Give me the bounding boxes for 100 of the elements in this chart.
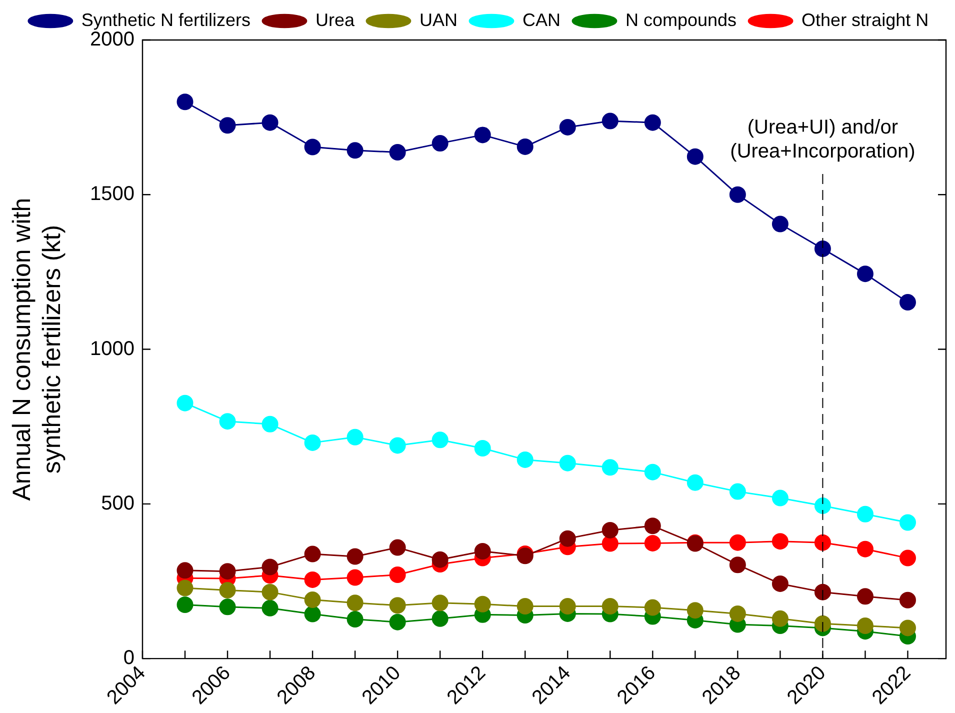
point xyxy=(304,606,321,622)
point xyxy=(432,610,448,627)
point xyxy=(644,599,661,616)
point xyxy=(474,440,491,457)
point xyxy=(772,575,788,592)
point xyxy=(176,580,194,596)
point xyxy=(856,588,874,605)
point xyxy=(346,428,364,446)
y-tick-label: 1000 xyxy=(90,338,134,360)
point xyxy=(559,454,576,472)
point xyxy=(262,600,278,616)
point xyxy=(644,464,661,480)
point xyxy=(814,240,831,258)
point xyxy=(729,186,746,203)
point xyxy=(772,490,788,506)
point xyxy=(516,598,534,615)
point xyxy=(686,148,704,165)
legend-label: Synthetic N fertilizers xyxy=(81,10,250,30)
point xyxy=(219,413,236,430)
point xyxy=(176,394,194,412)
point xyxy=(644,114,661,131)
point xyxy=(559,598,576,615)
point xyxy=(899,294,916,311)
point xyxy=(219,563,236,580)
point xyxy=(899,620,916,636)
y-tick-label: 2000 xyxy=(90,28,134,51)
point xyxy=(814,498,831,514)
point xyxy=(772,533,788,550)
point xyxy=(262,416,278,432)
point xyxy=(389,437,406,454)
y-tick-label: 500 xyxy=(101,492,134,514)
point xyxy=(856,506,874,522)
point xyxy=(899,550,916,566)
point xyxy=(644,534,661,552)
point xyxy=(729,483,746,500)
point xyxy=(219,598,236,616)
y-tick-label: 0 xyxy=(123,647,134,670)
point xyxy=(516,138,534,155)
point xyxy=(176,94,194,110)
point xyxy=(686,474,704,491)
point xyxy=(856,540,874,558)
point xyxy=(729,534,746,551)
point xyxy=(176,562,194,579)
point xyxy=(346,611,364,628)
point xyxy=(432,551,448,568)
point xyxy=(432,135,448,152)
point xyxy=(219,582,236,598)
point xyxy=(432,432,448,448)
point xyxy=(814,584,831,600)
legend-label: UAN xyxy=(419,10,458,30)
point xyxy=(474,126,491,144)
point xyxy=(814,615,831,632)
point xyxy=(262,114,278,131)
point xyxy=(389,539,406,556)
point xyxy=(389,144,406,161)
point xyxy=(602,459,618,476)
point xyxy=(729,556,746,574)
point xyxy=(772,216,788,232)
point xyxy=(176,596,194,614)
point xyxy=(262,584,278,600)
point xyxy=(899,514,916,531)
point xyxy=(346,569,364,586)
point xyxy=(899,592,916,608)
point xyxy=(346,548,364,565)
point xyxy=(602,522,618,538)
point xyxy=(686,602,704,619)
point xyxy=(474,542,491,560)
point xyxy=(346,594,364,612)
point xyxy=(304,592,321,608)
point xyxy=(772,610,788,627)
point xyxy=(516,451,534,468)
point xyxy=(262,558,278,576)
point xyxy=(346,142,364,159)
legend-label: Other straight N xyxy=(802,10,929,30)
point xyxy=(304,571,321,588)
legend-label: CAN xyxy=(522,10,560,30)
y-axis-title: Annual N consumption with synthetic fertilizers (kt) xyxy=(8,198,66,501)
point xyxy=(559,118,576,136)
point xyxy=(644,518,661,534)
point xyxy=(856,266,874,282)
point xyxy=(389,614,406,630)
point xyxy=(219,117,236,134)
point xyxy=(304,138,321,156)
point xyxy=(856,618,874,634)
y-tick-label: 1500 xyxy=(90,183,134,206)
point xyxy=(602,535,618,552)
point xyxy=(474,596,491,612)
point xyxy=(814,534,831,551)
point xyxy=(729,605,746,622)
point xyxy=(432,594,448,612)
legend-label: Urea xyxy=(315,10,356,30)
point xyxy=(602,112,618,130)
point xyxy=(304,546,321,562)
point xyxy=(389,566,406,584)
point xyxy=(559,530,576,547)
legend-label: N compounds xyxy=(625,10,737,30)
ref-line-label: (Urea+UI) and/or (Urea+Incorporation) xyxy=(730,116,916,163)
point xyxy=(389,597,406,614)
point xyxy=(602,598,618,615)
point xyxy=(304,434,321,451)
